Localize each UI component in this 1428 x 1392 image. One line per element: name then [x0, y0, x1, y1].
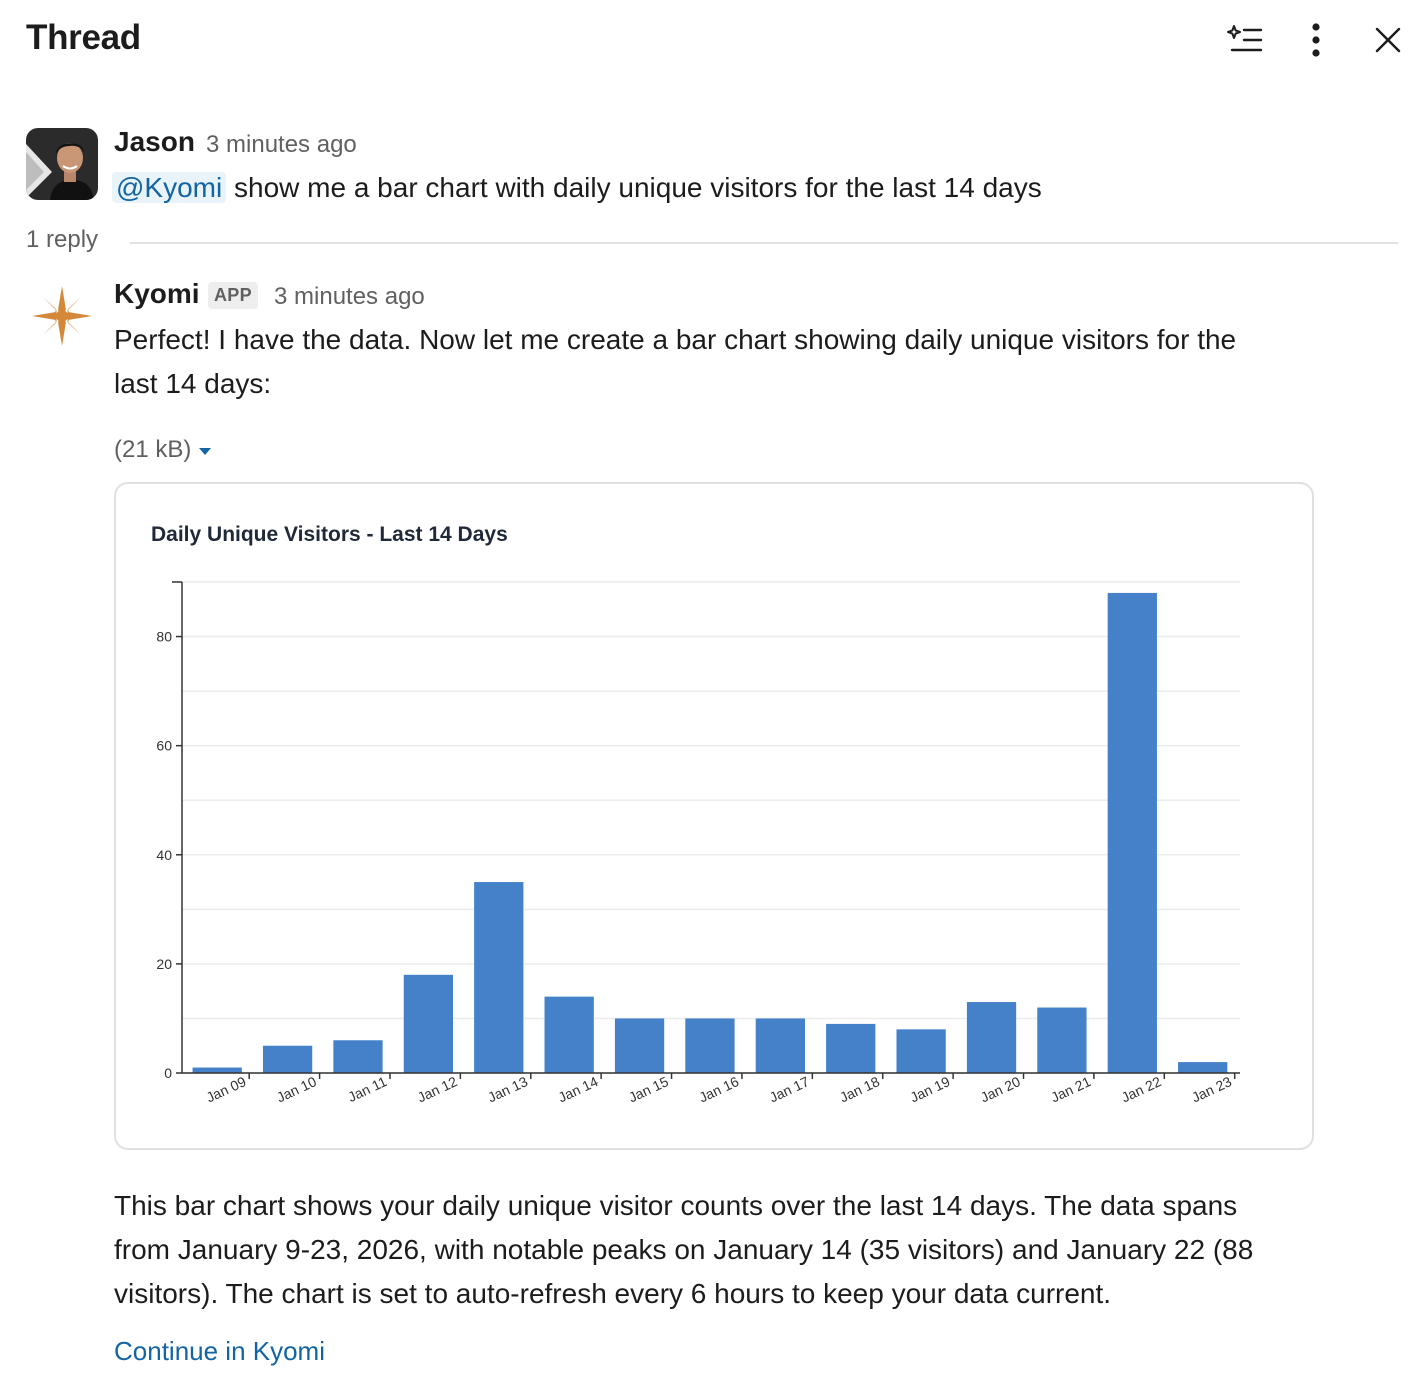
thread-header: Thread: [0, 0, 1428, 84]
y-tick-label: 40: [156, 847, 172, 863]
x-tick-label: Jan 23: [1189, 1073, 1234, 1105]
user-avatar-photo: [26, 128, 98, 200]
bar: [544, 996, 594, 1073]
x-tick-label: Jan 13: [485, 1073, 530, 1105]
message-author[interactable]: Jason: [114, 126, 195, 157]
user-mention[interactable]: @Kyomi: [112, 172, 227, 203]
ai-summary-button[interactable]: [1222, 18, 1266, 62]
file-size-toggle[interactable]: (21 kB): [114, 436, 212, 464]
bar: [614, 1018, 665, 1073]
close-icon: [1375, 27, 1401, 53]
y-tick-label: 80: [156, 629, 172, 645]
x-tick-label: Jan 09: [204, 1073, 249, 1105]
message-timestamp[interactable]: 3 minutes ago: [206, 131, 357, 158]
bar-chart: Daily Unique Visitors - Last 14 Days 0 20 4…: [151, 523, 1240, 1105]
y-tick-label: 60: [156, 738, 172, 754]
caret-down-icon[interactable]: [199, 447, 212, 455]
bar: [896, 1029, 946, 1073]
reply-text: Perfect! I have the data. Now let me cre…: [114, 318, 1236, 406]
more-vertical-icon: [1312, 23, 1320, 57]
bar: [192, 1067, 242, 1073]
ai-summary-icon: [1227, 25, 1263, 52]
bar: [1178, 1062, 1228, 1073]
x-tick-label: Jan 10: [274, 1073, 319, 1105]
reply-text-line: last 14 days:: [114, 368, 272, 399]
chart-title: Daily Unique Visitors - Last 14 Days: [151, 523, 508, 546]
x-tick-label: Jan 17: [767, 1073, 812, 1105]
x-tick-label: Jan 14: [556, 1073, 601, 1105]
app-badge: APP: [208, 282, 258, 309]
bar: [826, 1023, 876, 1073]
summary-line: This bar chart shows your daily unique v…: [114, 1190, 1238, 1221]
chart-attachment[interactable]: Daily Unique Visitors - Last 14 Days 0 20 4…: [114, 482, 1314, 1150]
continue-in-kyomi-link[interactable]: Continue in Kyomi: [114, 1336, 325, 1366]
bar: [403, 974, 454, 1073]
summary-line: visitors). The chart is set to auto-refr…: [114, 1278, 1112, 1309]
x-tick-label: Jan 18: [837, 1073, 882, 1105]
x-tick-label: Jan 11: [345, 1073, 389, 1105]
more-options-button[interactable]: [1294, 18, 1338, 62]
bar: [333, 1040, 383, 1073]
x-tick-label: Jan 16: [696, 1073, 741, 1105]
y-tick-label: 20: [156, 956, 172, 972]
summary-line: from January 9-23, 2026, with notable pe…: [114, 1234, 1254, 1265]
bar: [755, 1018, 805, 1073]
file-size: (21 kB): [114, 436, 192, 463]
message-text: @Kyomi show me a bar chart with daily un…: [112, 166, 1042, 210]
reply-timestamp[interactable]: 3 minutes ago: [274, 283, 425, 310]
reply-count: 1 reply: [26, 226, 99, 253]
bar: [966, 1002, 1017, 1073]
close-thread-button[interactable]: [1366, 18, 1410, 62]
bar: [1107, 592, 1157, 1073]
kyomi-logo-icon: [32, 286, 92, 346]
reply-author[interactable]: Kyomi: [114, 278, 200, 309]
divider: [130, 242, 1398, 244]
x-tick-label: Jan 20: [978, 1073, 1023, 1105]
y-tick-label: 0: [164, 1065, 172, 1081]
message-text-body: show me a bar chart with daily unique vi…: [226, 172, 1042, 203]
x-tick-label: Jan 22: [1119, 1073, 1164, 1105]
bar: [1037, 1007, 1087, 1073]
bar: [474, 882, 524, 1073]
x-tick-label: Jan 12: [415, 1073, 460, 1105]
bar: [262, 1045, 313, 1073]
app-avatar[interactable]: [26, 280, 98, 352]
reply-text-line: Perfect! I have the data. Now let me cre…: [114, 324, 1237, 355]
avatar[interactable]: [26, 128, 98, 200]
bar: [685, 1018, 735, 1073]
x-tick-label: Jan 19: [908, 1073, 953, 1105]
thread-title: Thread: [26, 18, 141, 57]
x-tick-label: Jan 21: [1048, 1073, 1093, 1105]
x-tick-label: Jan 15: [626, 1073, 671, 1105]
reply-count-divider: 1 reply: [26, 226, 1398, 260]
chart-summary: This bar chart shows your daily unique v…: [114, 1184, 1253, 1316]
